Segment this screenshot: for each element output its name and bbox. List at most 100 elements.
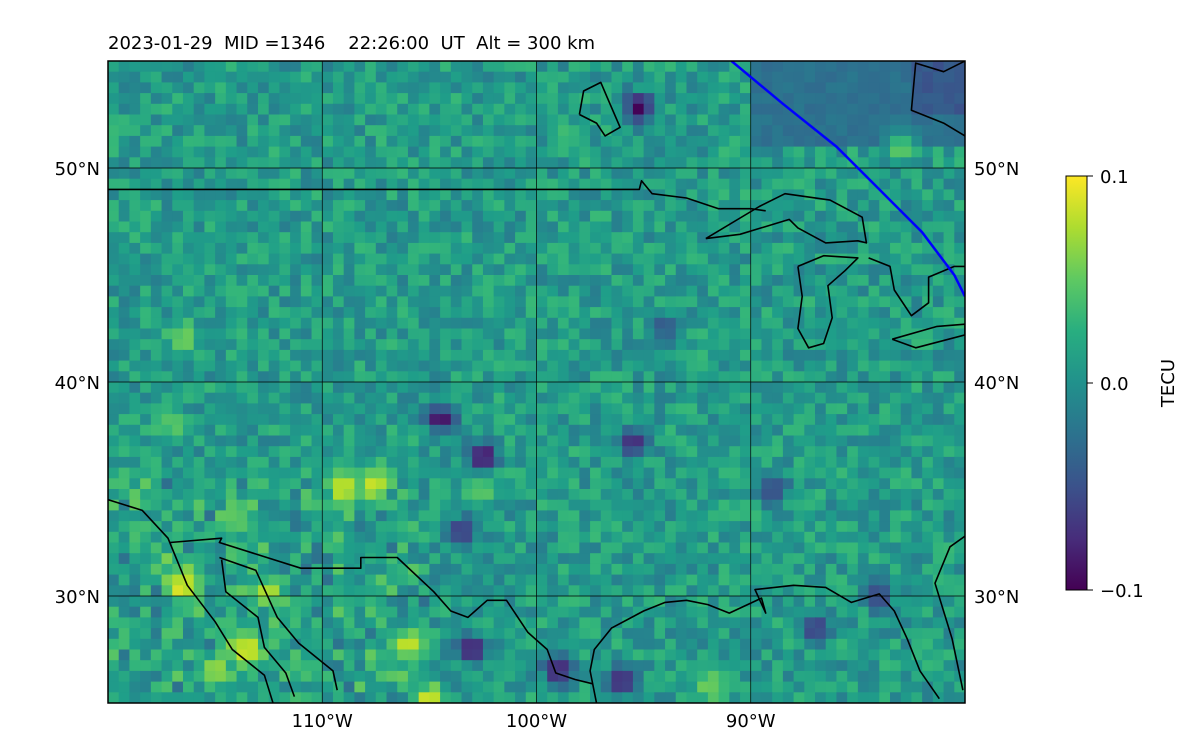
- tec-cell: [868, 103, 880, 116]
- tec-cell: [782, 489, 795, 501]
- tec-cell: [557, 178, 570, 190]
- tec-cell: [515, 446, 527, 458]
- tec-cell: [643, 628, 655, 640]
- terminator-line-layer: [730, 61, 965, 297]
- tec-cell: [504, 531, 516, 544]
- tec-cell: [868, 339, 880, 351]
- tec-cell: [782, 606, 795, 618]
- tec-cell: [836, 189, 848, 201]
- tec-cell: [150, 563, 163, 576]
- tec-cell: [686, 692, 698, 703]
- tec-cell: [579, 307, 591, 319]
- tec-cell: [440, 264, 452, 276]
- tec-cell: [718, 456, 730, 469]
- tec-cell: [108, 414, 120, 426]
- tec-cell: [129, 328, 141, 340]
- tec-cell: [900, 125, 913, 137]
- tec-cell: [643, 638, 655, 651]
- tec-cell: [847, 435, 859, 447]
- tec-cell: [879, 349, 891, 362]
- tec-cell: [643, 670, 655, 683]
- tec-cell: [568, 168, 580, 180]
- tec-cell: [932, 446, 945, 458]
- tec-cell: [493, 157, 505, 169]
- tec-cell: [236, 285, 248, 297]
- tec-cell: [536, 660, 548, 672]
- tec-cell: [150, 692, 163, 703]
- tec-cell: [279, 61, 291, 73]
- tec-cell: [482, 221, 495, 233]
- tec-cell: [665, 114, 677, 126]
- tec-cell: [225, 553, 238, 565]
- tec-cell: [236, 317, 248, 330]
- tec-cell: [536, 61, 548, 73]
- tec-cell: [397, 670, 409, 683]
- tec-cell: [418, 670, 430, 683]
- tec-cell: [418, 135, 430, 148]
- tec-cell: [461, 617, 473, 629]
- tec-cell: [954, 617, 965, 629]
- tec-cell: [247, 253, 259, 265]
- tec-cell: [247, 681, 259, 693]
- tec-cell: [782, 382, 795, 394]
- tec-cell: [375, 435, 388, 447]
- tec-cell: [311, 210, 323, 223]
- tec-cell: [418, 307, 430, 319]
- tec-cell: [547, 446, 559, 458]
- tec-cell: [707, 424, 720, 437]
- tec-cell: [911, 339, 923, 351]
- tec-cell: [568, 135, 580, 148]
- tec-cell: [279, 317, 291, 330]
- tec-cell: [932, 275, 945, 287]
- tec-cell: [515, 371, 527, 383]
- tec-cell: [922, 242, 934, 255]
- tec-cell: [740, 93, 752, 105]
- tec-cell: [193, 317, 206, 330]
- tec-cell: [225, 649, 238, 661]
- tec-cell: [354, 339, 366, 351]
- tec-cell: [868, 521, 880, 533]
- tec-cell: [857, 200, 870, 212]
- tec-cell: [847, 71, 859, 83]
- tec-cell: [815, 563, 827, 576]
- tec-cell: [686, 125, 698, 137]
- tec-cell: [300, 242, 313, 255]
- tec-cell: [504, 456, 516, 469]
- tec-cell: [172, 264, 184, 276]
- tec-cell: [890, 670, 902, 683]
- tec-cell: [857, 617, 870, 629]
- tec-cell: [407, 670, 420, 683]
- tec-cell: [622, 339, 634, 351]
- tec-cell: [268, 360, 280, 372]
- tec-cell: [450, 489, 463, 501]
- tec-cell: [461, 435, 473, 447]
- tec-cell: [354, 71, 366, 83]
- tec-cell: [268, 478, 280, 490]
- tec-cell: [879, 71, 891, 83]
- tec-cell: [686, 71, 698, 83]
- tec-cell: [300, 446, 313, 458]
- tec-cell: [193, 135, 206, 148]
- tec-cell: [729, 542, 741, 554]
- tec-cell: [236, 339, 248, 351]
- tec-cell: [922, 146, 934, 158]
- tec-cell: [536, 606, 548, 618]
- tec-cell: [943, 307, 955, 319]
- tec-cell: [750, 210, 763, 223]
- tec-cell: [140, 424, 152, 437]
- tec-cell: [226, 703, 237, 714]
- gulf-of-california-east: [219, 556, 338, 691]
- tec-cell: [504, 103, 516, 116]
- tec-cell: [461, 403, 473, 415]
- tec-cell: [868, 328, 880, 340]
- tec-cell: [461, 61, 473, 73]
- tec-cell: [665, 307, 677, 319]
- tec-cell: [182, 242, 195, 255]
- tec-cell: [536, 360, 548, 372]
- tec-cell: [665, 660, 677, 672]
- tec-cell: [611, 574, 623, 586]
- tec-cell: [890, 649, 902, 661]
- tec-cell: [825, 414, 838, 426]
- tec-cell: [407, 489, 420, 501]
- tec-cell: [482, 264, 495, 276]
